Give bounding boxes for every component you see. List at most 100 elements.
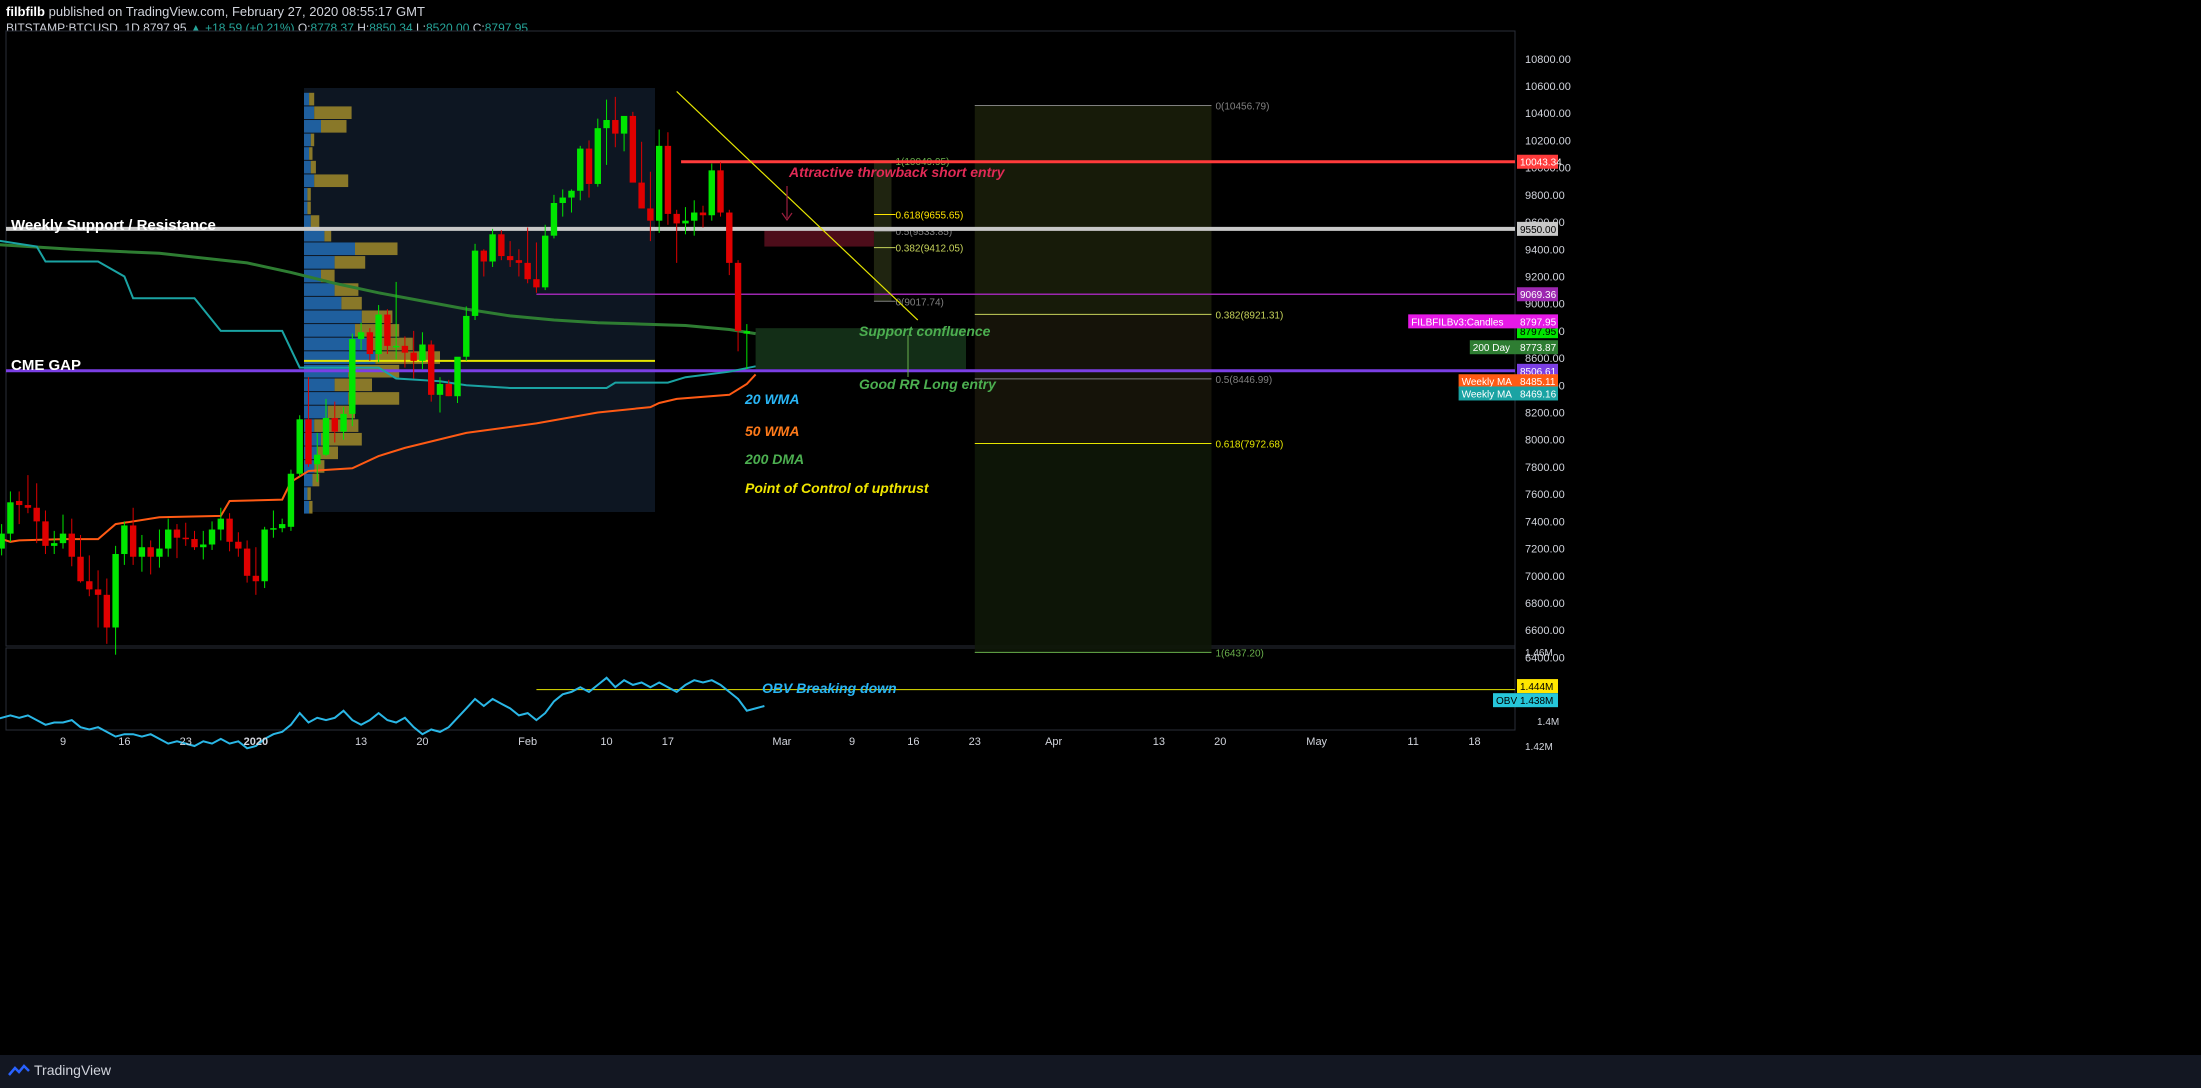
candle[interactable] [428, 344, 435, 395]
candle[interactable] [200, 544, 207, 548]
candle[interactable] [541, 235, 549, 288]
tradingview-logo[interactable]: TradingView [8, 1062, 111, 1078]
candle[interactable] [173, 529, 181, 538]
wma50-line [0, 373, 757, 543]
candle[interactable] [647, 208, 654, 221]
candle[interactable] [533, 279, 540, 288]
candle[interactable] [401, 345, 409, 353]
candle[interactable] [208, 529, 216, 545]
fib-zone-lower [974, 443, 1212, 653]
candle[interactable] [51, 543, 58, 546]
candle[interactable] [734, 262, 742, 331]
candle[interactable] [191, 539, 198, 548]
candle[interactable] [7, 502, 14, 534]
candle[interactable] [463, 315, 470, 357]
x-tick-label: 20 [1214, 736, 1226, 748]
candle[interactable] [235, 541, 242, 549]
candle[interactable] [278, 524, 286, 529]
candle[interactable] [699, 212, 707, 216]
candle[interactable] [252, 575, 260, 582]
candle[interactable] [708, 170, 715, 216]
candle[interactable] [594, 128, 601, 184]
candle[interactable] [103, 594, 111, 628]
candle[interactable] [471, 250, 479, 316]
candle[interactable] [366, 332, 374, 355]
volume-profile-down-bar [312, 473, 320, 487]
candle[interactable] [506, 256, 514, 261]
candle[interactable] [243, 548, 251, 576]
volume-profile-up-bar [304, 500, 310, 514]
candle[interactable] [322, 417, 330, 455]
candle[interactable] [454, 356, 461, 397]
candle[interactable] [620, 115, 628, 134]
volume-profile-down-bar [334, 256, 366, 269]
candle[interactable] [24, 505, 32, 508]
candle[interactable] [0, 533, 5, 549]
obv-pane[interactable] [5, 647, 1516, 731]
candle[interactable] [612, 120, 619, 134]
candle[interactable] [655, 145, 663, 221]
candle[interactable] [349, 339, 356, 414]
candle[interactable] [717, 170, 724, 213]
candle[interactable] [68, 533, 75, 557]
candle[interactable] [436, 383, 444, 395]
candle[interactable] [577, 148, 584, 191]
candle[interactable] [559, 197, 566, 204]
candle[interactable] [121, 525, 128, 555]
candle[interactable] [726, 212, 733, 263]
candle[interactable] [331, 417, 338, 432]
candle[interactable] [147, 547, 154, 557]
candle[interactable] [664, 145, 672, 214]
candle[interactable] [42, 521, 49, 546]
candle[interactable] [629, 115, 637, 183]
candle[interactable] [270, 528, 277, 530]
candle[interactable] [77, 556, 84, 582]
obv-y-tick-label: 1.46M [1525, 648, 1553, 659]
volume-profile-up-bar [304, 201, 308, 215]
candle[interactable] [673, 213, 680, 224]
candle[interactable] [524, 262, 531, 280]
candle[interactable] [375, 314, 382, 355]
candle[interactable] [638, 182, 645, 209]
candle[interactable] [410, 352, 417, 361]
candle[interactable] [515, 260, 523, 263]
candle[interactable] [226, 518, 233, 542]
candle[interactable] [340, 413, 347, 432]
candle[interactable] [129, 525, 137, 557]
candle[interactable] [112, 554, 119, 628]
candle[interactable] [357, 332, 365, 340]
candle[interactable] [498, 234, 505, 257]
candle[interactable] [33, 507, 40, 522]
candle[interactable] [287, 473, 295, 527]
price-chart[interactable]: 0(10456.79) 0.382(8921.31) 0.5(8446.99) 0.6… [0, 0, 2201, 1055]
candle[interactable] [691, 212, 698, 221]
descending-trendline [676, 91, 919, 321]
candle[interactable] [86, 581, 93, 590]
volume-profile-down-bar [307, 188, 311, 201]
candle[interactable] [445, 383, 452, 397]
candle[interactable] [138, 547, 146, 557]
candle[interactable] [682, 220, 689, 224]
candle[interactable] [59, 533, 67, 544]
candle[interactable] [603, 120, 610, 129]
candle[interactable] [296, 419, 303, 474]
candle[interactable] [743, 331, 751, 334]
candle[interactable] [94, 589, 102, 595]
candle[interactable] [585, 148, 593, 184]
candle[interactable] [156, 548, 163, 557]
candle[interactable] [314, 454, 321, 465]
candle[interactable] [217, 518, 225, 530]
candle[interactable] [15, 500, 23, 506]
candle[interactable] [165, 529, 172, 549]
candle[interactable] [261, 529, 268, 582]
candle[interactable] [305, 419, 312, 465]
candle[interactable] [550, 203, 558, 236]
candle[interactable] [419, 344, 426, 361]
candle[interactable] [384, 314, 391, 346]
candle[interactable] [182, 537, 189, 540]
candle[interactable] [480, 250, 488, 262]
candle[interactable] [568, 190, 575, 198]
candle[interactable] [489, 234, 496, 262]
author-name[interactable]: filbfilb [6, 4, 45, 19]
candle[interactable] [392, 345, 400, 348]
